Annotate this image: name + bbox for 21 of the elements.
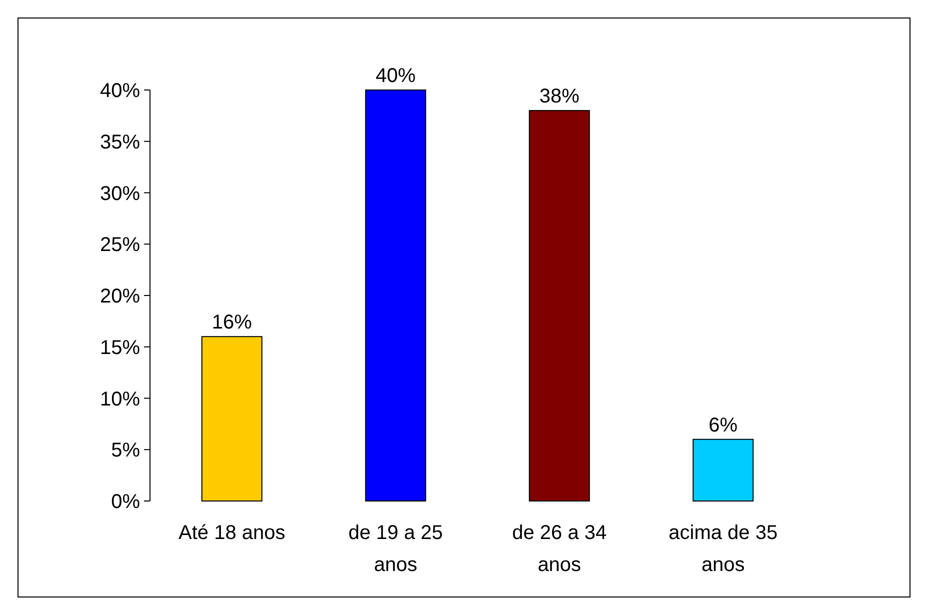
bar: [528, 110, 590, 502]
y-tick-label: 30%: [100, 182, 140, 205]
x-tick-label: de 26 a 34 anos: [512, 522, 607, 576]
data-label: 38%: [539, 86, 580, 108]
x-tick-label: de 19 a 25 anos: [348, 522, 443, 576]
y-tick-label: 20%: [100, 286, 140, 308]
data-label: 16%: [212, 312, 252, 334]
x-tick-label: Até 18 anos: [178, 522, 286, 544]
x-tick-label: acima de 35 anos: [668, 522, 778, 576]
y-tick-label: 40%: [100, 80, 140, 102]
data-label: 6%: [708, 414, 738, 436]
y-tick-label: 0%: [111, 491, 140, 513]
bar: [201, 336, 262, 502]
y-tick-label: 5%: [111, 440, 140, 462]
y-tick-label: 25%: [100, 234, 140, 256]
y-tick-label: 10%: [100, 388, 140, 410]
data-label: 40%: [376, 65, 416, 87]
bar: [365, 90, 426, 502]
bar: [692, 438, 754, 502]
y-tick-label: 15%: [100, 336, 140, 359]
y-tick-label: 35%: [100, 131, 140, 154]
